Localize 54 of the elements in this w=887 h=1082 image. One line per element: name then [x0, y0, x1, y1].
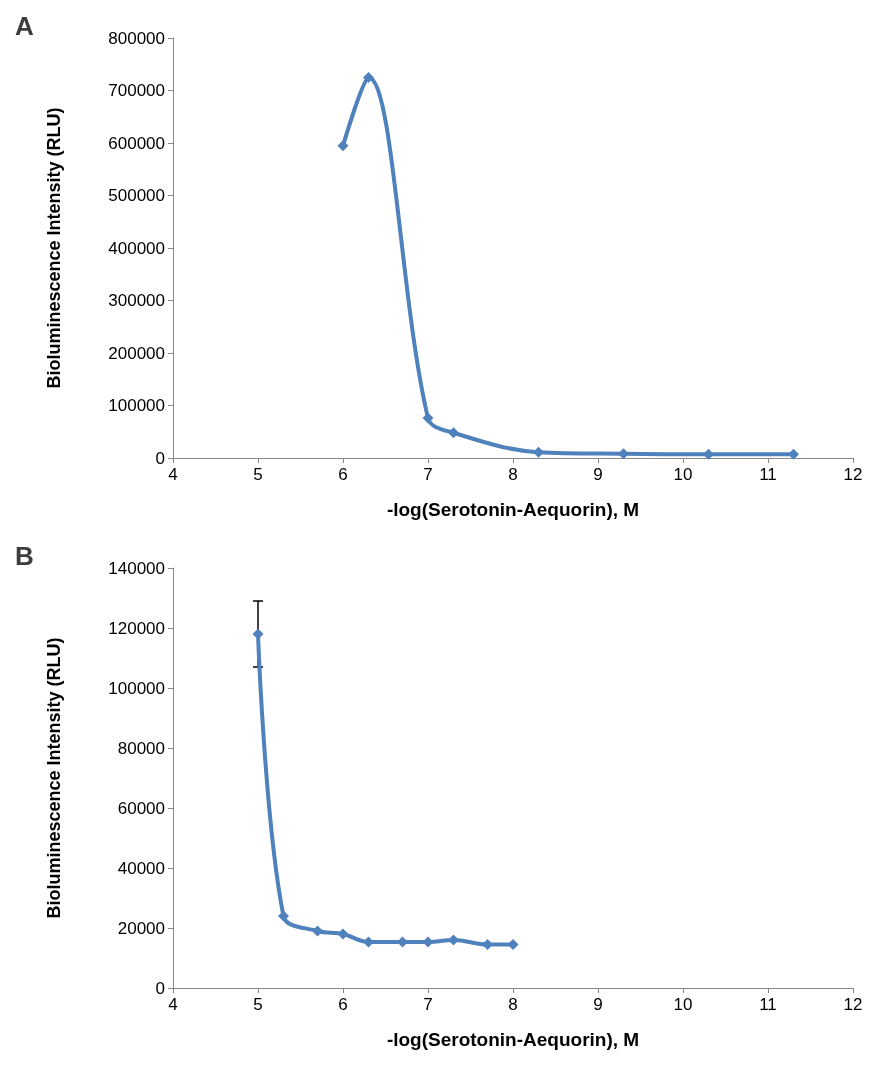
y-tick-label: 600000	[108, 133, 165, 153]
x-tick-label: 12	[843, 995, 863, 1014]
x-tick-label: 10	[673, 465, 693, 484]
point	[337, 928, 349, 940]
x-tick-label: 12	[843, 465, 863, 484]
x-tick-label: 11	[759, 465, 777, 484]
y-tick-label: 100000	[108, 396, 165, 415]
x-tick-label: 9	[593, 465, 603, 484]
y-tick-label: 40000	[117, 858, 165, 878]
x-tick-label: 4	[168, 465, 178, 484]
point	[337, 140, 349, 152]
y-tick-label: 120000	[108, 618, 165, 638]
y-axis-title: Bioluminescence Intensity (RLU)	[44, 107, 64, 389]
chart-title: B	[15, 541, 34, 571]
point	[788, 448, 799, 460]
y-tick-label: 500000	[108, 186, 165, 205]
y-tick-label: 0	[155, 978, 165, 998]
x-tick-label: 10	[673, 995, 693, 1014]
y-tick-label: 0	[155, 448, 165, 468]
x-tick-label: 4	[168, 995, 178, 1014]
y-tick-label: 800000	[108, 28, 165, 48]
y-tick-label: 300000	[108, 291, 165, 310]
x-tick-label: 8	[508, 995, 518, 1014]
x-tick-label: 5	[253, 465, 263, 484]
x-tick-label: 7	[423, 465, 433, 484]
x-tick-label: 5	[253, 995, 263, 1014]
x-tick-label: 11	[759, 995, 777, 1014]
point	[422, 412, 434, 424]
point	[618, 448, 629, 460]
x-tick-label: 7	[423, 995, 433, 1014]
y-tick-label: 140000	[108, 558, 165, 578]
x-tick-label: 8	[508, 465, 518, 484]
x-axis-title: -log(Serotonin-Aequorin), M	[386, 1029, 640, 1050]
y-axis-title: Bioluminescence Intensity (RLU)	[44, 637, 64, 919]
point	[448, 427, 459, 439]
y-tick-label: 700000	[108, 81, 165, 100]
y-tick-label: 80000	[117, 738, 165, 758]
y-tick-label: 200000	[108, 343, 165, 363]
chart-title: A	[15, 11, 34, 41]
x-tick-label: 6	[338, 995, 348, 1014]
y-tick-label: 20000	[117, 918, 165, 938]
point	[278, 910, 289, 922]
x-axis-title: -log(Serotonin-Aequorin), M	[386, 499, 640, 520]
y-tick-label: 60000	[117, 798, 165, 818]
point	[312, 925, 323, 937]
point	[448, 934, 459, 946]
x-tick-label: 6	[338, 465, 348, 484]
point	[703, 448, 714, 460]
x-tick-label: 9	[593, 995, 603, 1014]
point	[533, 446, 544, 458]
point	[482, 939, 493, 950]
point	[363, 71, 374, 83]
y-tick-label: 100000	[108, 678, 165, 698]
y-tick-label: 400000	[108, 238, 165, 258]
